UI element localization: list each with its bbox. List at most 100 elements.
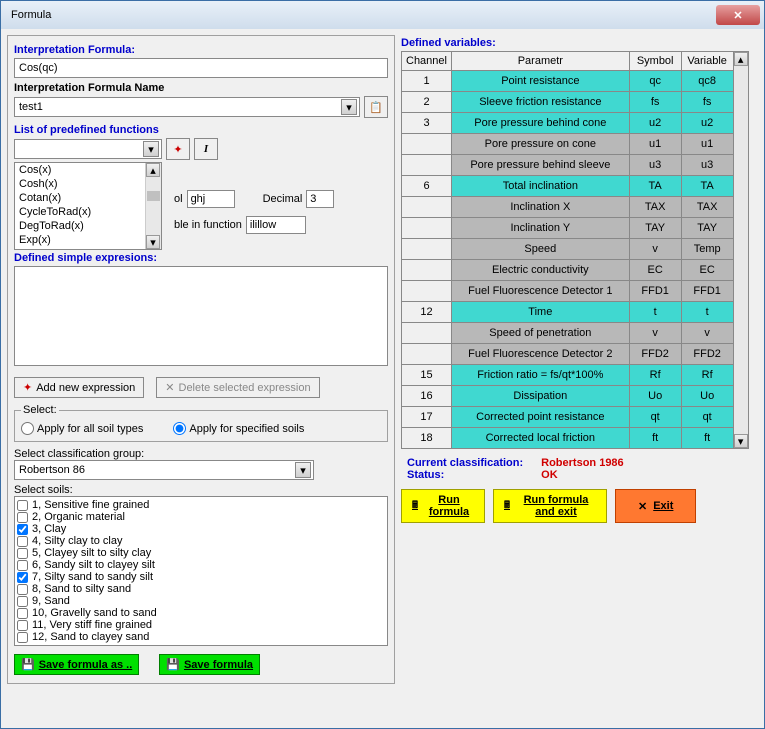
table-row[interactable]: Inclination XTAXTAX <box>402 197 734 218</box>
function-item[interactable]: Factorial(x) <box>15 247 161 250</box>
scroll-thumb[interactable] <box>147 191 160 201</box>
expressions-textarea[interactable] <box>14 266 388 366</box>
soil-label: 1, Sensitive fine grained <box>32 499 149 511</box>
function-item[interactable]: Cotan(x) <box>15 191 161 205</box>
scroll-down-icon[interactable]: ▾ <box>734 434 748 448</box>
window-title: Formula <box>11 9 51 21</box>
table-row[interactable]: 15Friction ratio = fs/qt*100%RfRf <box>402 365 734 386</box>
soil-checkbox[interactable] <box>17 512 28 523</box>
soil-checkbox[interactable] <box>17 548 28 559</box>
decimal-label: Decimal <box>263 193 303 205</box>
formula-name-dropdown[interactable]: test1 ▾ <box>14 97 360 117</box>
formula-input[interactable] <box>14 58 388 78</box>
soil-checkbox[interactable] <box>17 608 28 619</box>
soil-checkbox[interactable] <box>17 560 28 571</box>
calc-icon: 🖩 <box>504 498 510 515</box>
exit-button[interactable]: ✕Exit <box>615 489 696 523</box>
soil-checkbox[interactable] <box>17 536 28 547</box>
table-row[interactable]: 1Point resistanceqcqc8 <box>402 71 734 92</box>
soil-checkbox[interactable] <box>17 584 28 595</box>
table-row[interactable]: Speed of penetrationvv <box>402 323 734 344</box>
soil-label: 12, Sand to clayey sand <box>32 631 149 643</box>
function-item[interactable]: Exp(x) <box>15 233 161 247</box>
function-item[interactable]: CycleToRad(x) <box>15 205 161 219</box>
scrollbar[interactable]: ▴ ▾ <box>145 163 161 249</box>
soil-item[interactable]: 4, Silty clay to clay <box>17 535 385 547</box>
th-param: Parametr <box>452 52 630 71</box>
table-row[interactable]: 2Sleeve friction resistancefsfs <box>402 92 734 113</box>
table-row[interactable]: Fuel Fluorescence Detector 2FFD2FFD2 <box>402 344 734 365</box>
scrollbar[interactable]: ▴ ▾ <box>734 51 749 449</box>
formula-window: Formula ✕ Interpretation Formula: Interp… <box>0 0 765 729</box>
soil-checkbox[interactable] <box>17 524 28 535</box>
function-item[interactable]: Cosh(x) <box>15 177 161 191</box>
close-button[interactable]: ✕ <box>716 5 760 25</box>
copy-button[interactable]: 📋 <box>364 96 388 118</box>
info-icon: I <box>204 143 208 155</box>
save-formula-as-button[interactable]: 💾Save formula as .. <box>14 654 139 675</box>
bottom-buttons: 🖩Run formula 🖩Run formula and exit ✕Exit <box>401 489 749 523</box>
soil-item[interactable]: 5, Clayey silt to silty clay <box>17 547 385 559</box>
soils-listbox[interactable]: 1, Sensitive fine grained2, Organic mate… <box>14 496 388 646</box>
decimal-input[interactable] <box>306 190 334 208</box>
scroll-up-icon[interactable]: ▴ <box>146 163 160 177</box>
soil-item[interactable]: 7, Silty sand to sandy silt <box>17 571 385 583</box>
soil-label: 6, Sandy silt to clayey silt <box>32 559 155 571</box>
radio-specified-soils[interactable]: Apply for specified soils <box>173 422 304 435</box>
table-row[interactable]: Electric conductivityECEC <box>402 260 734 281</box>
soil-item[interactable]: 11, Very stiff fine grained <box>17 619 385 631</box>
soil-item[interactable]: 12, Sand to clayey sand <box>17 631 385 643</box>
table-row[interactable]: SpeedvTemp <box>402 239 734 260</box>
soil-item[interactable]: 3, Clay <box>17 523 385 535</box>
func-row: ▾ ✦ I <box>14 138 388 160</box>
run-formula-exit-button[interactable]: 🖩Run formula and exit <box>493 489 607 523</box>
add-func-button[interactable]: ✦ <box>166 138 190 160</box>
function-item[interactable]: Cos(x) <box>15 163 161 177</box>
info-button[interactable]: I <box>194 138 218 160</box>
predef-label: List of predefined functions <box>14 124 388 136</box>
table-row[interactable]: 6Total inclinationTATA <box>402 176 734 197</box>
class-value: Robertson 1986 <box>541 457 624 469</box>
table-row[interactable]: 16DissipationUoUo <box>402 386 734 407</box>
soil-label: 8, Sand to silty sand <box>32 583 131 595</box>
soil-checkbox[interactable] <box>17 572 28 583</box>
soil-item[interactable]: 1, Sensitive fine grained <box>17 499 385 511</box>
func-input[interactable] <box>246 216 306 234</box>
symbol-label: ol <box>174 193 183 205</box>
soil-item[interactable]: 6, Sandy silt to clayey silt <box>17 559 385 571</box>
soil-item[interactable]: 9, Sand <box>17 595 385 607</box>
table-row[interactable]: Fuel Fluorescence Detector 1FFD1FFD1 <box>402 281 734 302</box>
add-expression-button[interactable]: ✦Add new expression <box>14 377 144 398</box>
scroll-up-icon[interactable]: ▴ <box>734 52 748 66</box>
classification-dropdown[interactable]: Robertson 86 ▾ <box>14 460 314 480</box>
soil-checkbox[interactable] <box>17 620 28 631</box>
status-label: Status: <box>407 469 444 481</box>
radio-all-soils[interactable]: Apply for all soil types <box>21 422 143 435</box>
scroll-down-icon[interactable]: ▾ <box>146 235 160 249</box>
soil-item[interactable]: 8, Sand to silty sand <box>17 583 385 595</box>
soil-checkbox[interactable] <box>17 632 28 643</box>
function-listbox[interactable]: Cos(x)Cosh(x)Cotan(x)CycleToRad(x)DegToR… <box>14 162 162 250</box>
content: Interpretation Formula: Interpretation F… <box>1 29 764 690</box>
table-row[interactable]: Inclination YTAYTAY <box>402 218 734 239</box>
table-row[interactable]: 17Corrected point resistanceqtqt <box>402 407 734 428</box>
soil-checkbox[interactable] <box>17 596 28 607</box>
symbol-input[interactable] <box>187 190 235 208</box>
save-formula-button[interactable]: 💾Save formula <box>159 654 260 675</box>
function-item[interactable]: DegToRad(x) <box>15 219 161 233</box>
soil-checkbox[interactable] <box>17 500 28 511</box>
run-formula-button[interactable]: 🖩Run formula <box>401 489 485 523</box>
right-panel: Defined variables: Channel Parametr Symb… <box>401 35 749 684</box>
soil-item[interactable]: 2, Organic material <box>17 511 385 523</box>
table-row[interactable]: Pore pressure behind sleeveu3u3 <box>402 155 734 176</box>
table-row[interactable]: Pore pressure on coneu1u1 <box>402 134 734 155</box>
simple-expr-label: Defined simple expresions: <box>14 252 388 264</box>
class-group-label: Select classification group: <box>14 448 388 460</box>
soil-item[interactable]: 10, Gravelly sand to sand <box>17 607 385 619</box>
function-dropdown[interactable]: ▾ <box>14 139 162 159</box>
table-row[interactable]: 18Corrected local frictionftft <box>402 428 734 449</box>
table-row[interactable]: 12Timett <box>402 302 734 323</box>
table-row[interactable]: 3Pore pressure behind coneu2u2 <box>402 113 734 134</box>
soil-label: 3, Clay <box>32 523 66 535</box>
chevron-down-icon: ▾ <box>143 141 159 157</box>
